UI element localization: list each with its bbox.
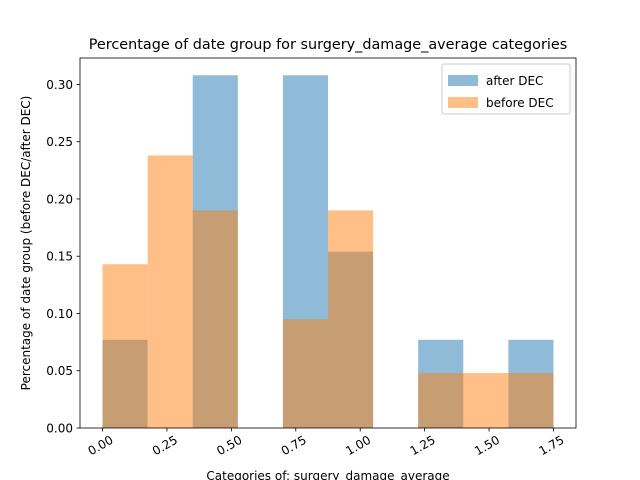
bar-before-dec-2 bbox=[192, 210, 238, 428]
x-tick-label: 1.25 bbox=[408, 433, 438, 458]
x-tick-label: 0.25 bbox=[150, 433, 180, 458]
legend-swatch bbox=[448, 97, 478, 108]
bar-before-dec-5 bbox=[328, 210, 374, 428]
x-tick-label: 1.00 bbox=[343, 433, 373, 458]
bar-before-dec-4 bbox=[282, 319, 328, 428]
x-tick-label: 0.00 bbox=[85, 433, 115, 458]
x-tick-label: 0.75 bbox=[279, 433, 309, 458]
bar-before-dec-8 bbox=[463, 373, 509, 428]
y-tick-label: 0.10 bbox=[46, 307, 73, 321]
bar-before-dec-1 bbox=[147, 155, 193, 428]
x-axis-label: Categories of: surgery_damage_average bbox=[206, 469, 449, 480]
axes-frame bbox=[79, 57, 577, 429]
x-axis-ticks: 0.00 0.25 0.50 0.75 1.00 1.25 1.50 1.75 bbox=[85, 428, 567, 458]
legend-swatch bbox=[448, 75, 478, 86]
legend-label: after DEC bbox=[486, 74, 543, 88]
bar-before-dec-9 bbox=[508, 373, 554, 428]
bars-group bbox=[102, 75, 554, 428]
x-tick-label: 0.50 bbox=[214, 433, 244, 458]
y-tick-label: 0.00 bbox=[46, 421, 73, 435]
chart-title: Percentage of date group for surgery_dam… bbox=[89, 37, 568, 53]
y-tick-label: 0.30 bbox=[46, 78, 73, 92]
y-tick-label: 0.25 bbox=[46, 135, 73, 149]
legend: after DEC before DEC bbox=[441, 63, 571, 115]
x-tick-label: 1.50 bbox=[472, 433, 502, 458]
y-axis-label: Percentage of date group (before DEC/aft… bbox=[19, 96, 33, 391]
y-tick-label: 0.20 bbox=[46, 192, 73, 206]
bar-before-dec-7 bbox=[418, 373, 464, 428]
y-axis-ticks: 0.00 0.05 0.10 0.15 0.20 0.25 0.30 bbox=[46, 78, 80, 435]
y-tick-label: 0.15 bbox=[46, 250, 73, 264]
x-tick-label: 1.75 bbox=[536, 433, 566, 458]
legend-label: before DEC bbox=[486, 96, 554, 110]
bar-before-dec-0 bbox=[102, 264, 148, 428]
y-tick-label: 0.05 bbox=[46, 364, 73, 378]
